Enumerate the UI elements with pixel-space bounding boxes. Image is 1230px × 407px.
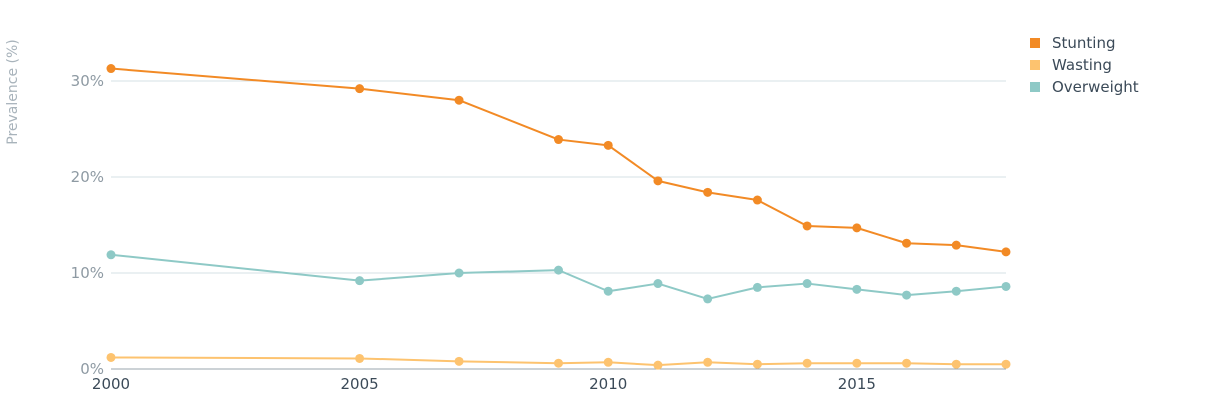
series-line: [110, 67, 1007, 253]
y-axis-label: Prevalence (%): [5, 39, 21, 145]
data-point[interactable]: [106, 352, 116, 362]
legend: Stunting Wasting Overweight: [1030, 34, 1139, 96]
data-point[interactable]: [1001, 281, 1011, 291]
data-point[interactable]: [752, 359, 762, 369]
data-point[interactable]: [852, 358, 862, 368]
data-point[interactable]: [802, 221, 812, 231]
data-point[interactable]: [554, 265, 563, 275]
axes: 2000 2005 2010 2015: [92, 368, 1006, 393]
x-tick-label: 2015: [838, 375, 876, 393]
data-point[interactable]: [902, 238, 912, 248]
legend-swatch: [1030, 82, 1040, 92]
legend-item-overweight[interactable]: Overweight: [1030, 78, 1139, 96]
data-point[interactable]: [106, 250, 116, 260]
data-point[interactable]: [951, 240, 961, 250]
data-point[interactable]: [1001, 247, 1011, 257]
data-point[interactable]: [902, 290, 912, 300]
series-line: [110, 253, 1007, 300]
x-tick-label: 2000: [92, 375, 130, 393]
data-point[interactable]: [653, 360, 663, 370]
data-point[interactable]: [653, 279, 663, 289]
gridlines: 0% 10% 20% 30%: [71, 72, 1006, 378]
data-point[interactable]: [603, 357, 613, 367]
data-point[interactable]: [603, 140, 613, 150]
data-point[interactable]: [106, 64, 116, 74]
data-point[interactable]: [752, 282, 762, 292]
legend-label: Overweight: [1052, 78, 1139, 96]
data-point[interactable]: [653, 176, 663, 186]
data-point[interactable]: [355, 84, 365, 94]
data-point[interactable]: [554, 358, 563, 368]
data-point[interactable]: [752, 195, 762, 205]
data-point[interactable]: [951, 286, 961, 296]
legend-swatch: [1030, 60, 1040, 70]
data-point[interactable]: [603, 286, 613, 296]
data-point[interactable]: [355, 353, 365, 363]
legend-label: Stunting: [1052, 34, 1116, 52]
legend-item-wasting[interactable]: Wasting: [1030, 56, 1112, 74]
data-point[interactable]: [554, 135, 563, 145]
y-tick-label: 0%: [80, 360, 104, 378]
series-stunting: [106, 64, 1011, 257]
legend-label: Wasting: [1052, 56, 1112, 74]
data-point[interactable]: [454, 268, 464, 278]
data-point[interactable]: [802, 358, 812, 368]
data-point[interactable]: [355, 276, 365, 286]
legend-swatch: [1030, 38, 1040, 48]
data-point[interactable]: [852, 223, 862, 233]
data-point[interactable]: [951, 359, 961, 369]
data-point[interactable]: [902, 358, 912, 368]
legend-item-stunting[interactable]: Stunting: [1030, 34, 1116, 52]
y-tick-label: 10%: [71, 264, 104, 282]
data-point[interactable]: [454, 356, 464, 366]
series-wasting: [106, 352, 1011, 370]
series-lines: [106, 64, 1011, 370]
x-tick-label: 2005: [341, 375, 379, 393]
data-point[interactable]: [852, 284, 862, 294]
data-point[interactable]: [802, 279, 812, 289]
data-point[interactable]: [703, 294, 713, 304]
data-point[interactable]: [454, 95, 464, 105]
y-tick-label: 20%: [71, 168, 104, 186]
y-tick-label: 30%: [71, 72, 104, 90]
x-tick-label: 2010: [589, 375, 627, 393]
data-point[interactable]: [1001, 359, 1011, 369]
data-point[interactable]: [703, 187, 713, 197]
data-point[interactable]: [703, 357, 713, 367]
series-overweight: [106, 250, 1011, 304]
